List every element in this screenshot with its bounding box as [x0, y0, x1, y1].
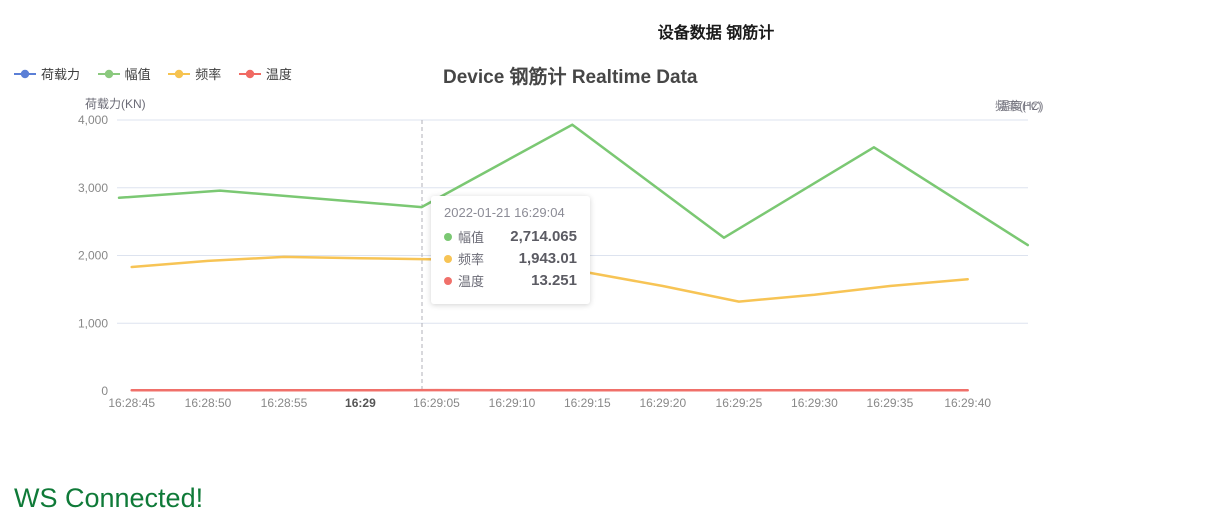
svg-text:16:28:55: 16:28:55 — [261, 396, 308, 410]
svg-text:16:29:40: 16:29:40 — [944, 396, 991, 410]
svg-text:4,000: 4,000 — [78, 113, 108, 127]
svg-text:16:29:30: 16:29:30 — [791, 396, 838, 410]
svg-text:16:28:45: 16:28:45 — [108, 396, 155, 410]
svg-text:16:29:15: 16:29:15 — [564, 396, 611, 410]
svg-text:0: 0 — [101, 384, 108, 398]
svg-text:16:28:50: 16:28:50 — [185, 396, 232, 410]
svg-text:16:29:25: 16:29:25 — [716, 396, 763, 410]
svg-text:1,000: 1,000 — [78, 316, 108, 330]
svg-text:2,000: 2,000 — [78, 249, 108, 263]
svg-text:16:29:20: 16:29:20 — [639, 396, 686, 410]
svg-text:16:29: 16:29 — [345, 396, 376, 410]
svg-text:3,000: 3,000 — [78, 181, 108, 195]
svg-text:16:29:35: 16:29:35 — [867, 396, 914, 410]
svg-text:16:29:05: 16:29:05 — [413, 396, 460, 410]
svg-text:16:29:10: 16:29:10 — [489, 396, 536, 410]
